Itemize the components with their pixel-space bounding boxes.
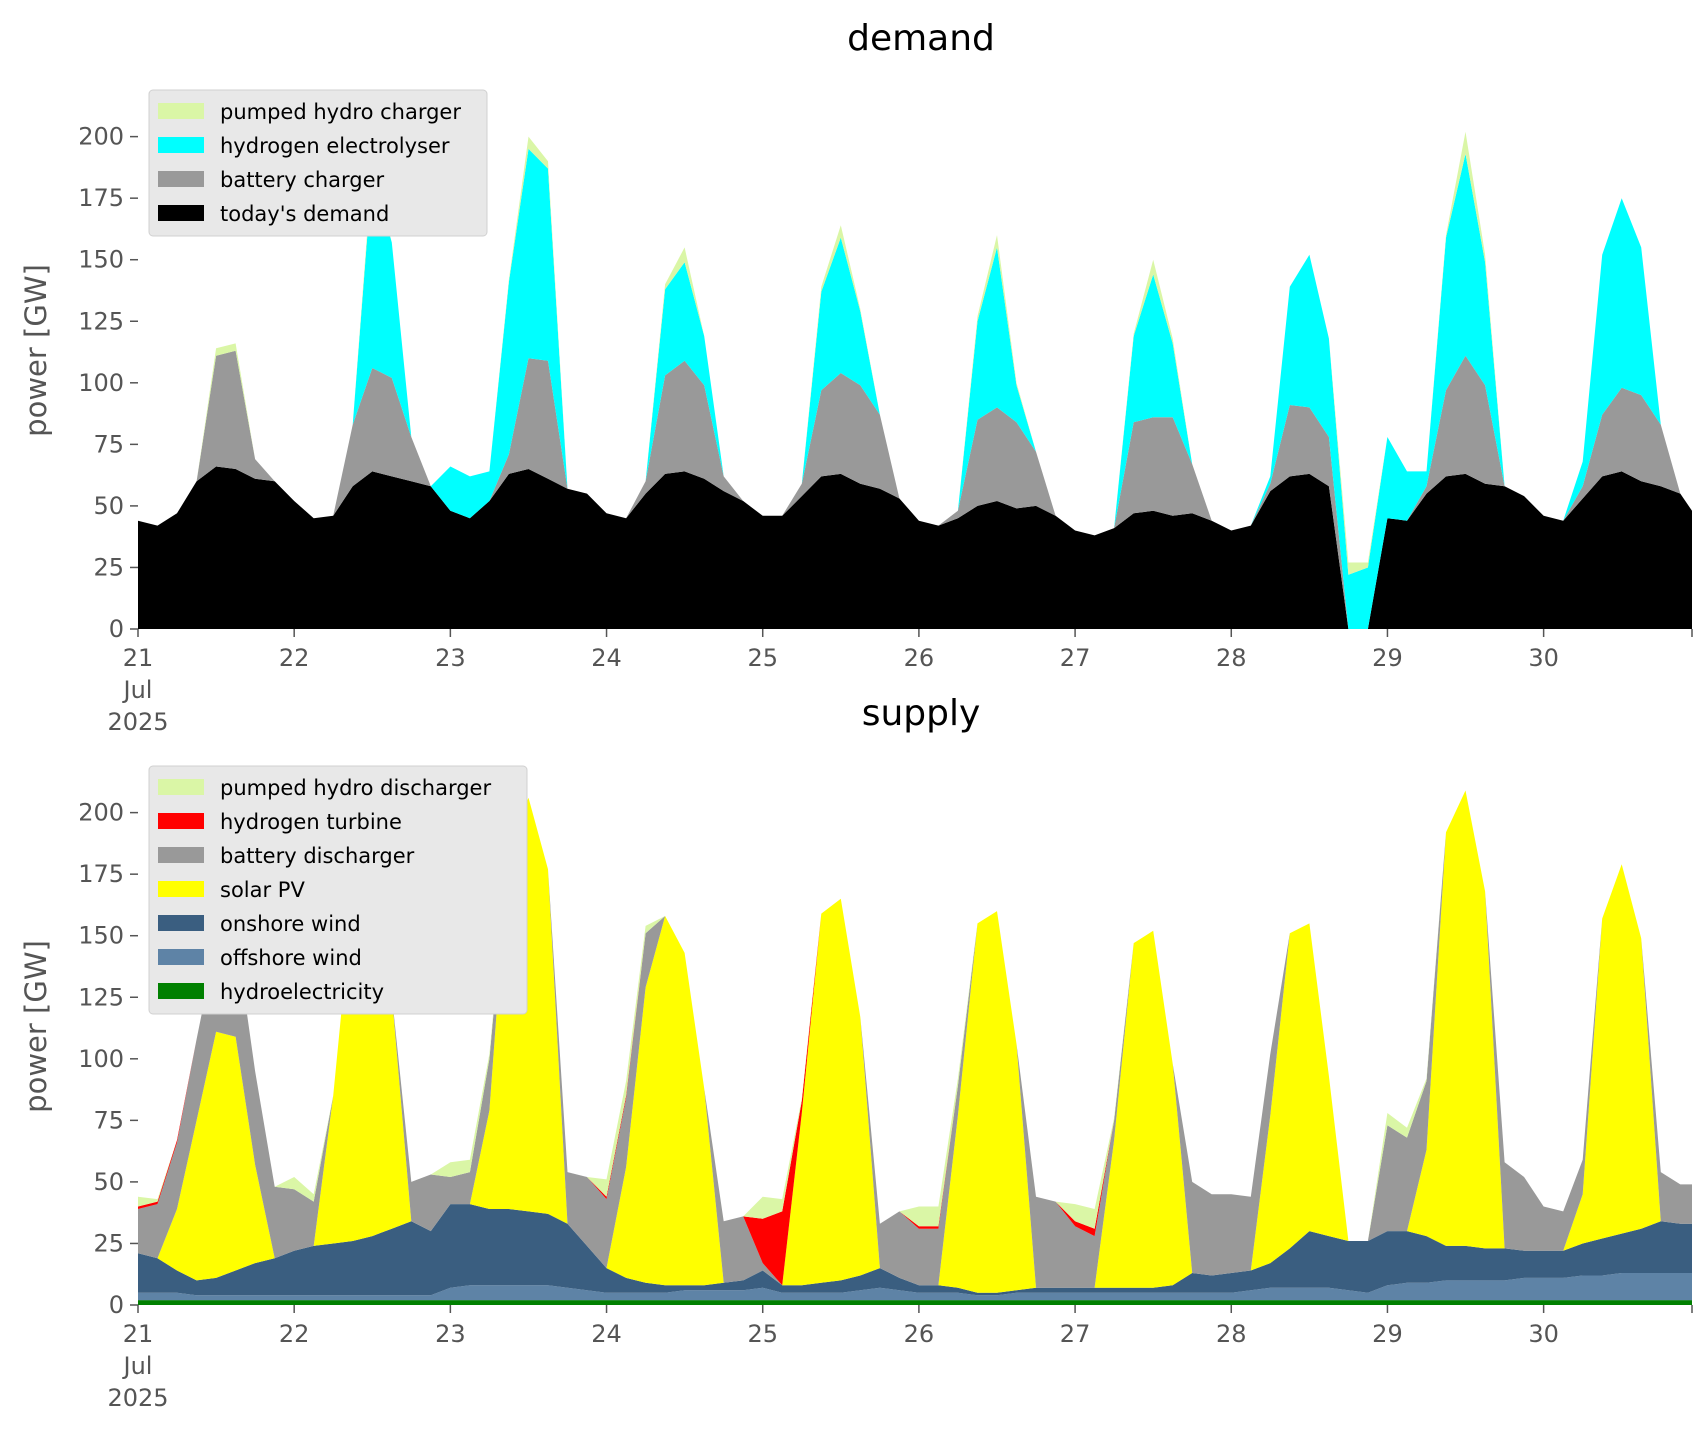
- x-tick-label: 28: [1216, 1320, 1247, 1348]
- x-tick-label: 27: [1060, 644, 1091, 672]
- legend-entry-today-s-demand: today's demand: [220, 202, 389, 226]
- demand-panel: 0 25 50 75 100 125 150 175 200 21 Jul 2025 22 23 24 25 2…: [19, 18, 1693, 736]
- x-tick-label: 27: [1060, 1320, 1091, 1348]
- x-tick-date-label: Jul: [122, 676, 153, 704]
- y-tick-label: 50: [93, 492, 124, 520]
- x-tick-label: 30: [1528, 1320, 1559, 1348]
- x-tick-label: 21: [123, 1320, 154, 1348]
- legend-box: [148, 765, 528, 1015]
- area-hydrogen-electrolyser: [138, 148, 1692, 629]
- x-tick-date-label: 2025: [107, 708, 168, 736]
- legend-swatch-hydrogen-turbine: [158, 813, 204, 829]
- legend-entry-solar-pv: solar PV: [220, 878, 305, 902]
- y-tick-label: 50: [93, 1168, 124, 1196]
- legend-swatch-onshore-wind: [158, 915, 204, 931]
- y-tick-label: 175: [78, 184, 124, 212]
- y-tick-label: 100: [78, 369, 124, 397]
- chart-title: demand: [847, 18, 995, 59]
- legend-entry-battery-charger: battery charger: [220, 168, 385, 192]
- x-tick-label: 25: [747, 1320, 778, 1348]
- y-axis-label: power [GW]: [19, 264, 53, 437]
- legend-entry-hydrogen-turbine: hydrogen turbine: [220, 810, 402, 834]
- x-tick-label: 22: [279, 1320, 310, 1348]
- legend-entry-pumped-hydro-charger: pumped hydro charger: [220, 100, 461, 124]
- x-tick-label: 22: [279, 644, 310, 672]
- y-tick-label: 0: [109, 615, 124, 643]
- y-tick-label: 200: [78, 123, 124, 151]
- area-onshore-wind: [138, 1204, 1692, 1296]
- y-tick-label: 125: [78, 983, 124, 1011]
- y-tick-label: 100: [78, 1045, 124, 1073]
- area-hydroelectricity: [138, 1300, 1692, 1305]
- legend-entry-hydrogen-electrolyser: hydrogen electrolyser: [220, 134, 450, 158]
- legend-swatch-hydroelectricity: [158, 983, 204, 999]
- y-tick-label: 200: [78, 799, 124, 827]
- legend-swatch-hydrogen-electrolyser: [158, 137, 204, 153]
- x-tick-label: 23: [435, 1320, 466, 1348]
- x-tick-label: 24: [591, 644, 622, 672]
- chart-title: supply: [862, 693, 981, 734]
- x-tick-label: 25: [747, 644, 778, 672]
- x-tick-label: 24: [591, 1320, 622, 1348]
- area-offshore-wind: [138, 1273, 1692, 1301]
- legend: pumped hydro discharger hydrogen turbine b…: [148, 765, 528, 1015]
- area-today-s-demand: [138, 466, 1692, 629]
- legend-entry-pumped-hydro-discharger: pumped hydro discharger: [220, 776, 491, 800]
- legend-entry-onshore-wind: onshore wind: [220, 912, 361, 936]
- area-battery-discharger: [138, 790, 1692, 1288]
- legend-swatch-pumped-hydro-charger: [158, 103, 204, 119]
- y-tick-label: 0: [109, 1291, 124, 1319]
- y-tick-label: 150: [78, 246, 124, 274]
- x-tick-label: 29: [1372, 644, 1403, 672]
- x-tick-date-label: Jul: [122, 1352, 153, 1380]
- y-tick-label: 25: [93, 1229, 124, 1257]
- legend-box: [148, 89, 488, 237]
- x-tick-label: 23: [435, 644, 466, 672]
- y-tick-label: 150: [78, 922, 124, 950]
- legend-swatch-battery-charger: [158, 171, 204, 187]
- y-tick-label: 25: [93, 553, 124, 581]
- x-tick-label: 26: [904, 644, 935, 672]
- legend-swatch-battery-discharger: [158, 847, 204, 863]
- legend-swatch-solar-pv: [158, 881, 204, 897]
- y-tick-label: 75: [93, 1106, 124, 1134]
- legend-entry-hydroelectricity: hydroelectricity: [220, 980, 384, 1004]
- legend-swatch-today-s-demand: [158, 205, 204, 221]
- legend-swatch-pumped-hydro-discharger: [158, 779, 204, 795]
- x-tick-label: 26: [904, 1320, 935, 1348]
- supply-panel: 0 25 50 75 100 125 150 175 200 21 Jul 2025 22 23 24 25 2…: [19, 693, 1693, 1412]
- y-tick-label: 75: [93, 430, 124, 458]
- legend: pumped hydro charger hydrogen electrolyse…: [148, 89, 488, 237]
- x-tick-label: 30: [1528, 644, 1559, 672]
- x-tick-date-label: 2025: [107, 1384, 168, 1412]
- legend-swatch-offshore-wind: [158, 949, 204, 965]
- legend-entry-battery-discharger: battery discharger: [220, 844, 415, 868]
- legend-entry-offshore-wind: offshore wind: [220, 946, 362, 970]
- y-axis-label: power [GW]: [19, 940, 53, 1113]
- x-tick-label: 29: [1372, 1320, 1403, 1348]
- x-tick-label: 21: [123, 644, 154, 672]
- area-battery-charger: [138, 350, 1692, 629]
- y-tick-label: 125: [78, 307, 124, 335]
- y-tick-label: 175: [78, 860, 124, 888]
- x-tick-label: 28: [1216, 644, 1247, 672]
